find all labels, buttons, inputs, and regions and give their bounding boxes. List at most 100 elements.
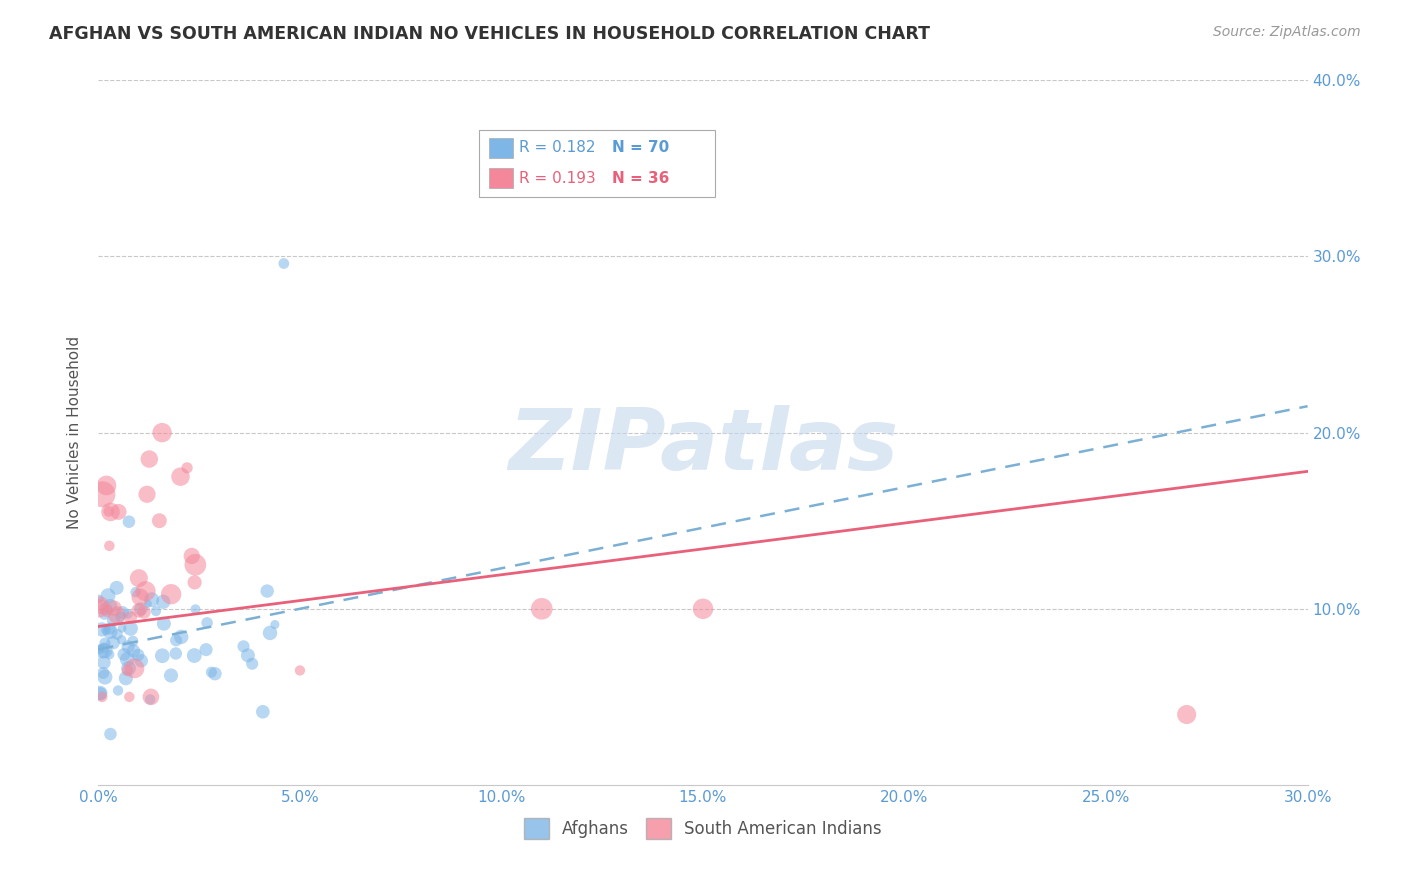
Text: N = 70: N = 70 <box>613 140 669 155</box>
Text: AFGHAN VS SOUTH AMERICAN INDIAN NO VEHICLES IN HOUSEHOLD CORRELATION CHART: AFGHAN VS SOUTH AMERICAN INDIAN NO VEHIC… <box>49 25 931 43</box>
Point <box>94 636 117 650</box>
Point <box>183 648 205 663</box>
Point <box>105 627 128 641</box>
Point <box>91 665 114 680</box>
Point <box>105 581 128 595</box>
Point <box>165 647 187 661</box>
Point <box>89 642 111 657</box>
Point <box>204 666 226 681</box>
Point <box>120 622 142 636</box>
Point <box>128 571 150 585</box>
Point <box>117 664 139 678</box>
Point <box>153 616 176 631</box>
Text: Source: ZipAtlas.com: Source: ZipAtlas.com <box>1213 25 1361 39</box>
Point <box>93 640 115 655</box>
Point <box>101 635 124 649</box>
Point <box>91 644 114 658</box>
Point <box>273 256 295 270</box>
Point <box>89 686 111 700</box>
Point <box>160 668 183 682</box>
Point <box>98 622 121 636</box>
Point <box>150 425 173 440</box>
Point <box>97 589 120 603</box>
Point <box>152 595 174 609</box>
Point <box>100 505 122 519</box>
Point <box>256 584 278 599</box>
Point <box>118 515 141 529</box>
Point <box>240 657 263 671</box>
Point <box>180 549 202 563</box>
Point <box>90 640 112 655</box>
Point <box>98 599 121 614</box>
Point <box>97 504 120 518</box>
Point <box>124 585 146 599</box>
Text: R = 0.182: R = 0.182 <box>519 140 596 155</box>
FancyBboxPatch shape <box>489 138 513 158</box>
Point <box>94 643 117 657</box>
Point <box>89 598 111 612</box>
Point <box>93 607 115 622</box>
Point <box>111 632 134 647</box>
Point <box>200 665 222 680</box>
Point <box>117 640 139 654</box>
Point <box>129 590 152 604</box>
FancyBboxPatch shape <box>489 169 513 188</box>
Legend: Afghans, South American Indians: Afghans, South American Indians <box>516 810 890 847</box>
Point <box>530 601 553 615</box>
Point <box>195 642 218 657</box>
Point <box>128 603 150 617</box>
Point <box>150 648 173 663</box>
Point <box>103 613 125 627</box>
Point <box>121 634 143 648</box>
Point <box>122 644 145 658</box>
FancyBboxPatch shape <box>479 129 716 196</box>
Point <box>160 587 183 601</box>
Point <box>117 661 139 675</box>
Point <box>135 584 157 599</box>
Text: ZIPatlas: ZIPatlas <box>508 405 898 488</box>
Point <box>264 617 287 632</box>
Point <box>112 648 135 662</box>
Point <box>94 623 117 637</box>
Point <box>165 633 187 648</box>
Point <box>89 601 111 615</box>
Point <box>98 624 121 639</box>
Point <box>120 610 142 624</box>
Point <box>169 469 191 483</box>
Point <box>107 505 129 519</box>
Point <box>124 661 146 675</box>
Text: R = 0.193: R = 0.193 <box>519 170 596 186</box>
Point <box>129 602 152 616</box>
Point <box>115 671 138 685</box>
Point <box>91 487 114 501</box>
Point <box>176 460 198 475</box>
Point <box>1175 707 1198 722</box>
Point <box>98 539 121 553</box>
Point <box>91 690 114 704</box>
Point <box>103 601 125 615</box>
Point <box>96 604 118 618</box>
Point <box>232 640 254 654</box>
Point <box>139 692 162 706</box>
Point <box>148 514 170 528</box>
Point <box>127 648 149 662</box>
Point <box>93 656 115 670</box>
Point <box>170 630 193 644</box>
Point <box>288 664 311 678</box>
Point <box>117 607 139 621</box>
Point <box>136 487 159 501</box>
Point <box>145 604 167 618</box>
Point <box>141 592 163 607</box>
Point <box>98 648 121 662</box>
Text: N = 36: N = 36 <box>613 170 669 186</box>
Point <box>183 575 205 590</box>
Point <box>184 602 207 616</box>
Point <box>94 670 117 684</box>
Point <box>139 690 162 704</box>
Point <box>195 615 218 630</box>
Point <box>259 626 281 640</box>
Point <box>96 478 118 492</box>
Point <box>184 558 207 572</box>
Point <box>692 601 714 615</box>
Point <box>94 601 117 615</box>
